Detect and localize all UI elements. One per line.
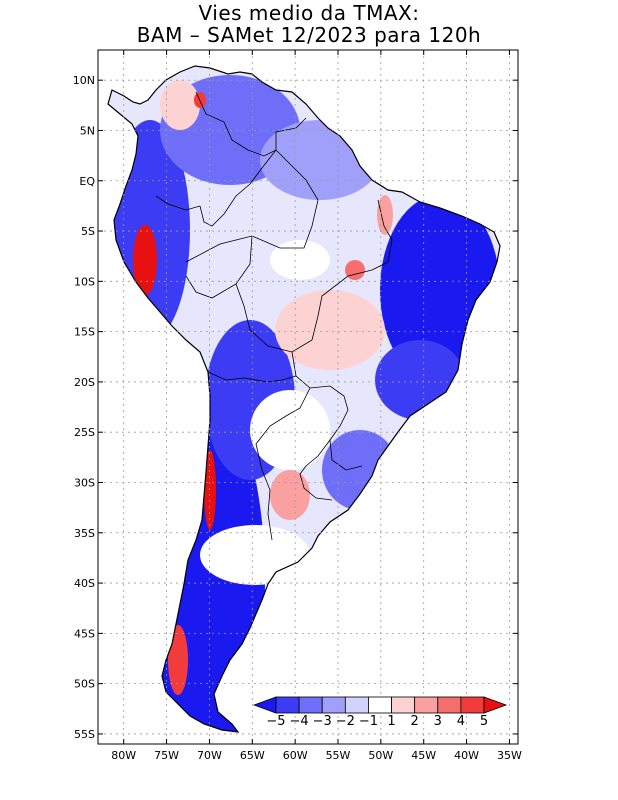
lon-tick-label: 80W <box>111 749 136 762</box>
lat-tick-label: 30S <box>74 476 95 489</box>
colorbar-label: 4 <box>457 714 465 729</box>
map-title-line1: Vies medio da TMAX: <box>198 1 420 25</box>
colorbar-box <box>437 696 462 714</box>
lat-tick-label: 25S <box>74 426 95 439</box>
colorbar-box <box>321 696 346 714</box>
axis-ticks: 10N 5N EQ 5S 10S 15S 20S 25S 30S 35S 40S 45S 50S 55S 8… <box>73 50 522 762</box>
lon-tick-label: 50W <box>368 749 393 762</box>
lat-tick-label: EQ <box>79 175 95 188</box>
lat-tick-label: 40S <box>74 577 95 590</box>
colorbar-box <box>298 696 323 714</box>
lat-tick-label: 5N <box>80 124 95 137</box>
colorbar-label: 2 <box>411 714 419 729</box>
colorbar-box <box>460 696 485 714</box>
colorbar-box <box>391 696 416 714</box>
lon-tick-label: 40W <box>454 749 479 762</box>
lat-tick-label: 35S <box>74 527 95 540</box>
colorbar-arrow-max <box>483 696 508 714</box>
colorbar-label: −2 <box>336 714 355 729</box>
colorbar-label: 1 <box>387 714 395 729</box>
lat-tick-label: 55S <box>74 728 95 741</box>
lon-tick-label: 45W <box>411 749 436 762</box>
country-borders <box>155 91 393 541</box>
colorbar-box <box>344 696 369 714</box>
colorbar-label: −5 <box>266 714 285 729</box>
lat-tick-label: 5S <box>81 225 95 238</box>
lon-tick-label: 70W <box>197 749 222 762</box>
colorbar-box <box>368 696 392 714</box>
lat-tick-label: 45S <box>74 627 95 640</box>
lat-tick-label: 15S <box>74 326 95 339</box>
colorbar-label: 3 <box>434 714 442 729</box>
colorbar-label: −1 <box>359 714 378 729</box>
lat-tick-label: 20S <box>74 376 95 389</box>
colorbar-box <box>275 696 300 714</box>
lat-tick-label: 50S <box>74 678 95 691</box>
lat-tick-label: 10N <box>73 74 95 87</box>
colorbar-box <box>414 696 439 714</box>
colorbar-label: −4 <box>290 714 309 729</box>
lon-tick-label: 35W <box>497 749 522 762</box>
colorbar-label: 5 <box>480 714 488 729</box>
lon-tick-label: 75W <box>154 749 179 762</box>
lon-tick-label: 60W <box>283 749 308 762</box>
lon-tick-label: 55W <box>326 749 351 762</box>
colorbar: −5 −4 −3 −2 −1 1 2 3 4 5 <box>252 696 508 729</box>
lon-tick-label: 65W <box>240 749 265 762</box>
graticule <box>98 50 518 744</box>
lat-tick-label: 10S <box>74 275 95 288</box>
colorbar-label: −3 <box>313 714 332 729</box>
map-title-line2: BAM – SAMet 12/2023 para 120h <box>136 23 482 47</box>
